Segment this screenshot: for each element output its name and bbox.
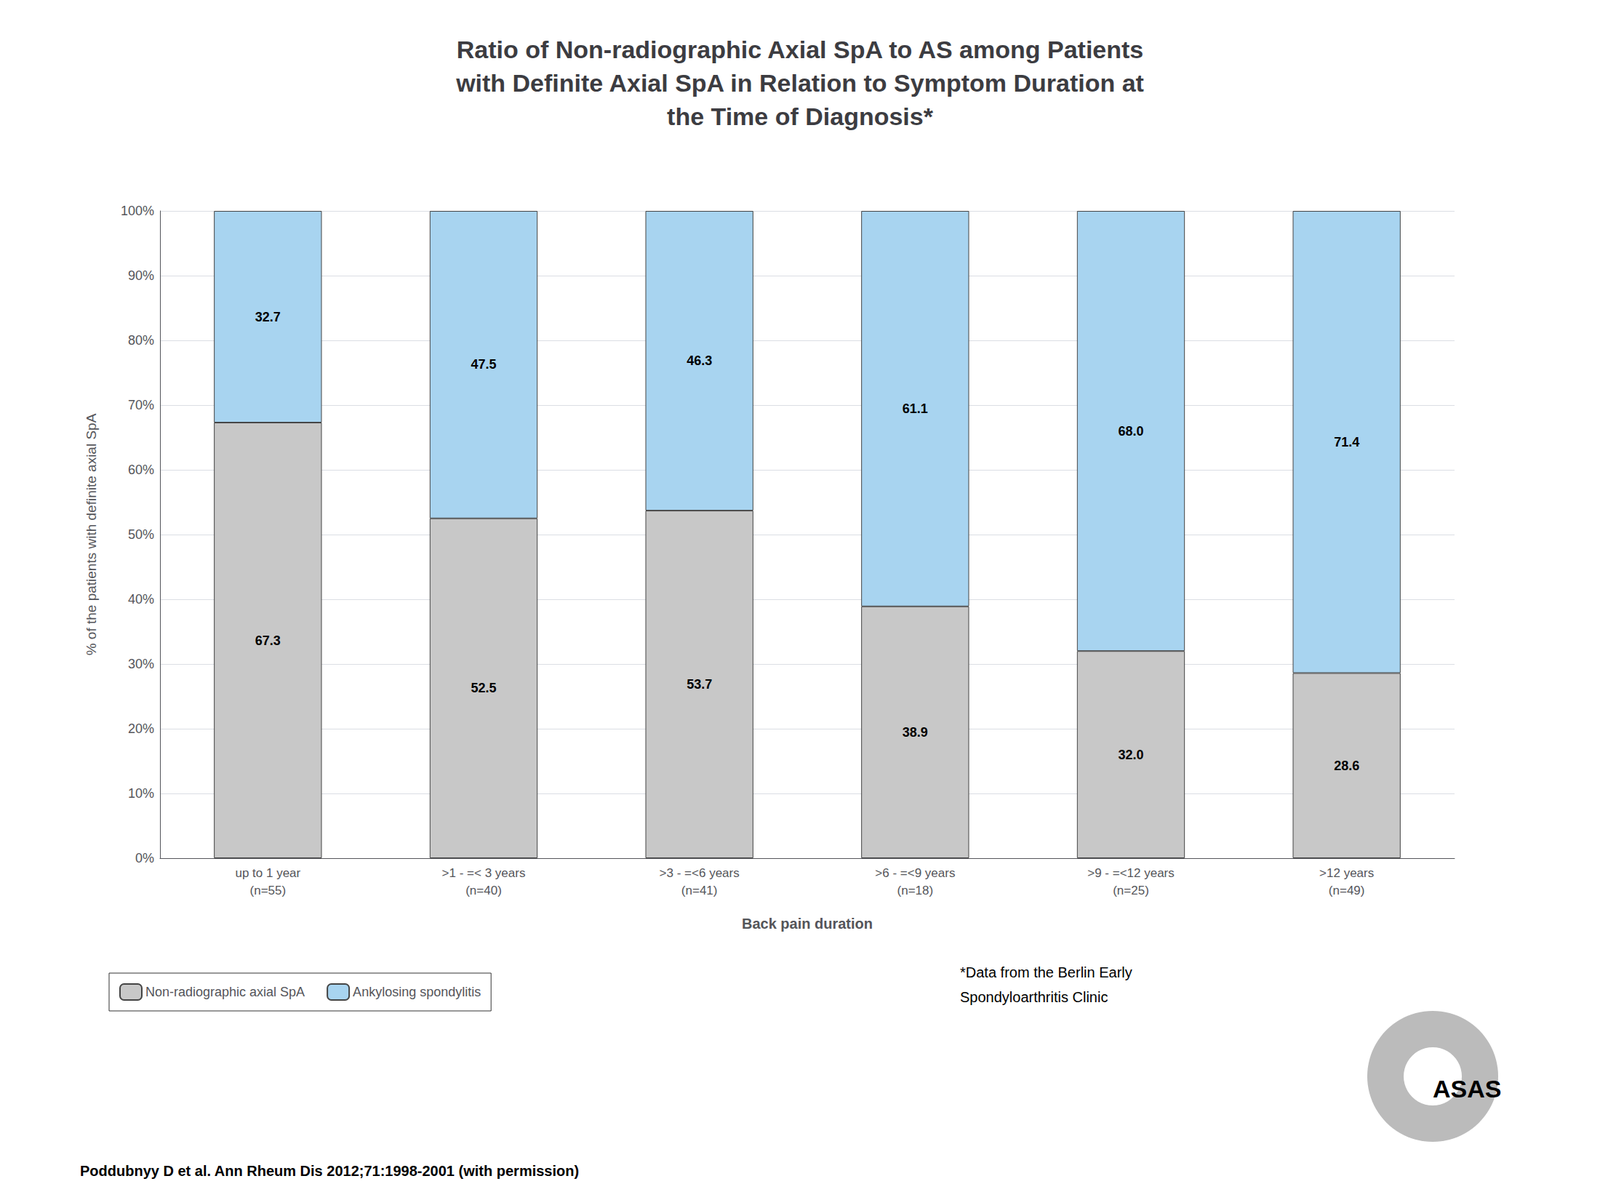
svg-text:>9 - =<12 years: >9 - =<12 years: [1087, 866, 1175, 880]
svg-text:70%: 70%: [128, 397, 155, 413]
svg-text:80%: 80%: [128, 333, 155, 348]
svg-text:52.5: 52.5: [470, 680, 496, 696]
svg-text:32.7: 32.7: [255, 309, 281, 325]
svg-text:(n=18): (n=18): [897, 883, 934, 898]
svg-text:(n=25): (n=25): [1112, 883, 1150, 898]
svg-text:Ankylosing spondylitis: Ankylosing spondylitis: [352, 984, 481, 1000]
svg-text:(n=49): (n=49): [1328, 883, 1366, 898]
svg-text:Back pain duration: Back pain duration: [741, 915, 873, 932]
svg-text:ASAS: ASAS: [1432, 1074, 1502, 1103]
svg-text:32.0: 32.0: [1117, 747, 1144, 763]
svg-text:the Time of Diagnosis*: the Time of Diagnosis*: [666, 102, 934, 131]
svg-text:% of the patients with definit: % of the patients with definite axial Sp…: [83, 413, 99, 656]
svg-text:61.1: 61.1: [902, 401, 928, 416]
svg-text:90%: 90%: [128, 268, 155, 283]
svg-text:30%: 30%: [128, 656, 155, 672]
svg-text:10%: 10%: [128, 786, 155, 801]
svg-text:71.4: 71.4: [1333, 434, 1360, 450]
svg-text:>1 - =< 3 years: >1 - =< 3 years: [442, 866, 526, 880]
svg-text:*Data from the Berlin Early: *Data from the Berlin Early: [960, 964, 1133, 981]
svg-text:(n=40): (n=40): [465, 883, 502, 898]
svg-text:>6 - =<9 years: >6 - =<9 years: [874, 866, 955, 880]
svg-text:60%: 60%: [128, 462, 155, 478]
svg-text:67.3: 67.3: [255, 633, 281, 648]
svg-text:38.9: 38.9: [902, 725, 928, 740]
svg-text:Non-radiographic axial SpA: Non-radiographic axial SpA: [145, 984, 305, 1000]
svg-text:0%: 0%: [135, 850, 155, 866]
svg-text:(n=55): (n=55): [250, 883, 287, 898]
svg-text:with Definite Axial SpA in Rel: with Definite Axial SpA in Relation to S…: [455, 69, 1144, 97]
svg-text:(n=41): (n=41): [681, 883, 718, 898]
svg-text:47.5: 47.5: [470, 357, 496, 372]
svg-text:40%: 40%: [128, 592, 155, 607]
svg-text:>12 years: >12 years: [1319, 866, 1374, 880]
svg-text:20%: 20%: [128, 721, 155, 736]
svg-text:>3 - =<6 years: >3 - =<6 years: [659, 866, 740, 880]
svg-text:Spondyloarthritis Clinic: Spondyloarthritis Clinic: [960, 989, 1108, 1006]
svg-text:Ratio of Non-radiographic Axia: Ratio of Non-radiographic Axial SpA to A…: [456, 35, 1144, 64]
svg-text:up to 1 year: up to 1 year: [234, 866, 301, 880]
svg-text:53.7: 53.7: [686, 677, 712, 692]
svg-text:46.3: 46.3: [686, 353, 712, 368]
svg-text:50%: 50%: [128, 527, 155, 542]
svg-text:100%: 100%: [120, 203, 155, 219]
svg-text:68.0: 68.0: [1117, 424, 1144, 439]
svg-text:28.6: 28.6: [1333, 758, 1360, 774]
svg-text:Poddubnyy D et al. Ann Rheum D: Poddubnyy D et al. Ann Rheum Dis 2012;71…: [80, 1162, 579, 1179]
